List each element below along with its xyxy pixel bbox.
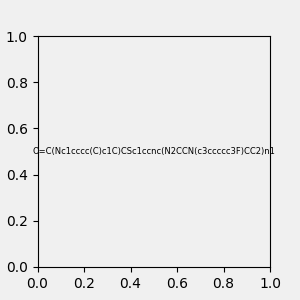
Text: O=C(Nc1cccc(C)c1C)CSc1ccnc(N2CCN(c3ccccc3F)CC2)n1: O=C(Nc1cccc(C)c1C)CSc1ccnc(N2CCN(c3ccccc… — [32, 147, 275, 156]
